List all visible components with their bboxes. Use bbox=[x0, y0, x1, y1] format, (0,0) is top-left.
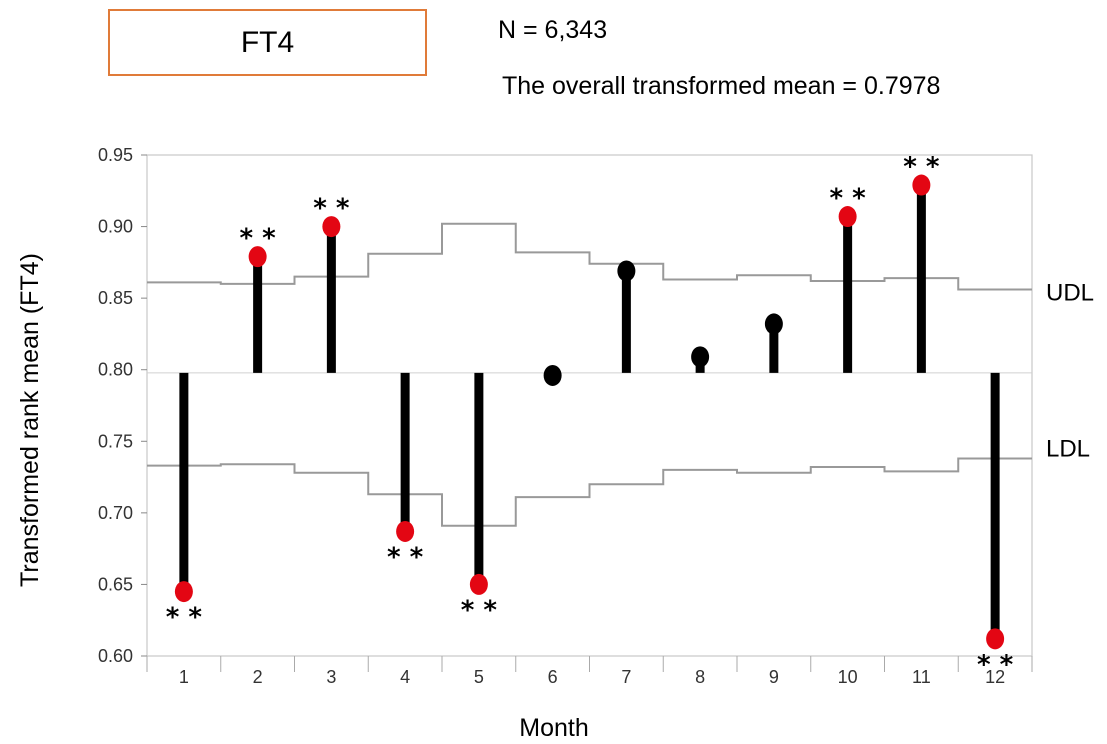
sample-size-text: N = 6,343 bbox=[498, 16, 608, 44]
overall-mean-text: The overall transformed mean = 0.7978 bbox=[502, 72, 941, 100]
x-tick-label: 2 bbox=[253, 667, 263, 687]
significant-point bbox=[174, 581, 193, 603]
chart-title-box: FT4 bbox=[108, 9, 427, 76]
udl-line bbox=[147, 222, 1032, 291]
x-tick-label: 8 bbox=[695, 667, 705, 687]
data-point bbox=[764, 313, 783, 335]
x-axis-title: Month bbox=[519, 714, 588, 742]
y-tick-label: 0.70 bbox=[98, 503, 133, 523]
significance-mark: * * bbox=[977, 650, 1014, 680]
significant-point bbox=[469, 573, 488, 595]
y-tick-label: 0.95 bbox=[98, 145, 133, 165]
significance-mark: * * bbox=[387, 542, 424, 572]
x-tick-label: 10 bbox=[838, 667, 858, 687]
significance-mark: * * bbox=[830, 184, 867, 214]
significant-point bbox=[986, 628, 1005, 650]
significant-point bbox=[396, 520, 415, 542]
data-point bbox=[543, 364, 562, 386]
significance-mark: * * bbox=[903, 152, 940, 182]
y-tick-label: 0.60 bbox=[98, 646, 133, 666]
x-tick-label: 11 bbox=[912, 667, 931, 687]
plot-frame bbox=[146, 154, 1033, 657]
chart-title: FT4 bbox=[240, 25, 295, 59]
y-axis-title: Transformed rank mean (FT4) bbox=[16, 253, 44, 587]
ldl-label: LDL bbox=[1046, 435, 1090, 462]
significance-mark: * * bbox=[461, 595, 498, 625]
x-tick-label: 12 bbox=[985, 667, 1005, 687]
udl-label: UDL bbox=[1046, 280, 1094, 307]
x-tick-label: 9 bbox=[769, 667, 779, 687]
significance-mark: * * bbox=[166, 603, 203, 633]
y-tick-label: 0.65 bbox=[98, 574, 133, 594]
y-tick-label: 0.85 bbox=[98, 288, 133, 308]
x-tick-label: 7 bbox=[621, 667, 631, 687]
y-tick-label: 0.80 bbox=[98, 360, 133, 380]
data-point bbox=[617, 260, 636, 282]
x-tick-label: 3 bbox=[326, 667, 336, 687]
significance-mark: * * bbox=[313, 194, 350, 224]
significant-point bbox=[838, 206, 857, 228]
ldl-line bbox=[147, 457, 1032, 527]
x-tick-label: 1 bbox=[179, 667, 189, 687]
x-tick-label: 6 bbox=[548, 667, 558, 687]
x-tick-label: 4 bbox=[400, 667, 410, 687]
x-tick-label: 5 bbox=[474, 667, 484, 687]
y-tick-label: 0.90 bbox=[98, 217, 133, 237]
data-point bbox=[691, 346, 710, 368]
significant-point bbox=[322, 216, 341, 238]
significant-point bbox=[248, 246, 267, 268]
y-tick-label: 0.75 bbox=[98, 431, 133, 451]
significant-point bbox=[912, 174, 931, 196]
significance-mark: * * bbox=[240, 224, 277, 254]
